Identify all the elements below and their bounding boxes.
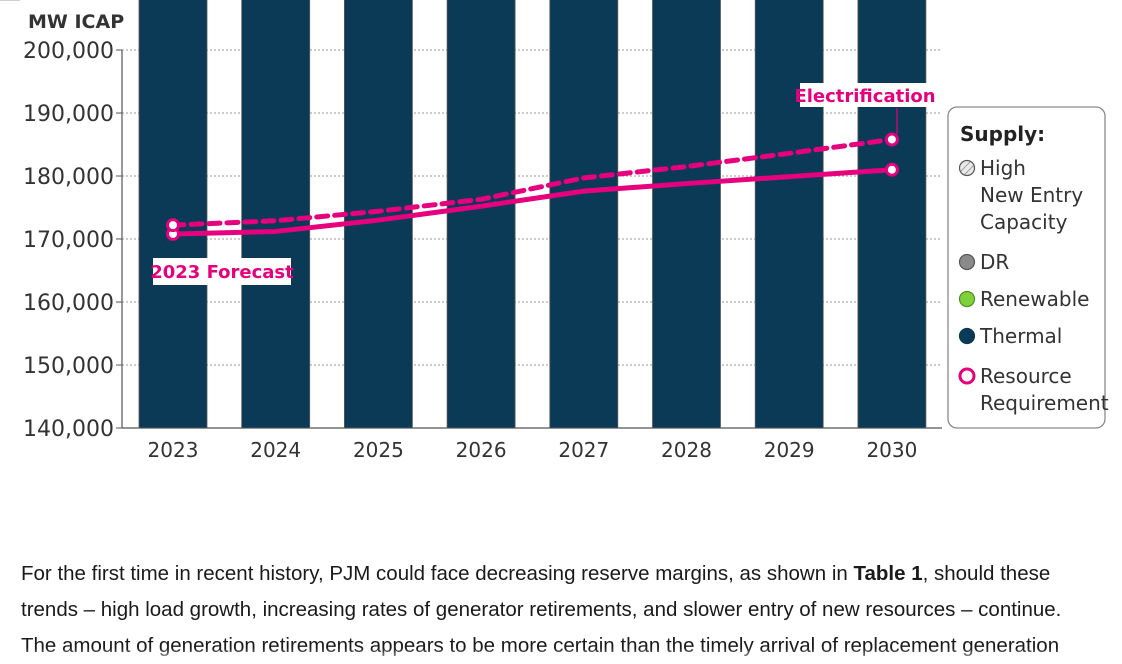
x-tick-label: 2023 — [148, 438, 199, 462]
y-tick-label: 180,000 — [23, 165, 114, 190]
y-tick-label: 170,000 — [23, 228, 114, 253]
thermal-bar-segment — [549, 0, 619, 429]
legend-label: Capacity — [980, 210, 1068, 234]
legend-label: New Entry — [980, 183, 1083, 207]
y-tick-label: 150,000 — [23, 354, 114, 379]
legend-label: Thermal — [979, 324, 1062, 348]
thermal-bar-segment — [754, 0, 824, 429]
forecast-endpoint-marker — [884, 162, 899, 177]
legend-swatch-thermal — [958, 327, 976, 345]
x-tick-label: 2027 — [558, 438, 609, 462]
x-tick-label: 2026 — [456, 438, 507, 462]
legend-swatch-resource-requirement — [958, 367, 976, 385]
electrification-endpoint-marker — [166, 218, 180, 233]
y-tick-label: 190,000 — [23, 102, 114, 127]
legend-label: Requirement — [980, 391, 1109, 415]
legend-swatch-dr — [958, 253, 976, 271]
electrification-endpoint-marker — [884, 132, 899, 147]
forecast-line — [170, 167, 895, 237]
thermal-bar-segment — [857, 0, 927, 429]
legend-title: Supply: — [960, 122, 1045, 146]
thermal-bar-segment — [138, 0, 208, 429]
thermal-bar-segment — [446, 0, 516, 429]
legend-label: Renewable — [980, 287, 1089, 311]
thermal-bar-segment — [652, 0, 721, 429]
paragraph-line-3: The amount of generation retirements app… — [21, 634, 1060, 657]
y-tick-label: 140,000 — [23, 417, 114, 442]
legend-swatch-high-new-entry — [958, 159, 976, 177]
forecast-label: 2023 Forecast — [150, 262, 294, 283]
x-tick-label: 2029 — [764, 438, 815, 462]
y-axis-title: MW ICAP — [28, 11, 124, 33]
table-reference: Table 1 — [853, 562, 923, 585]
electrification-line — [170, 136, 895, 228]
paragraph-line-1: For the first time in recent history, PJ… — [21, 556, 1116, 592]
x-tick-label: 2025 — [353, 438, 404, 462]
x-tick-label: 2030 — [866, 438, 917, 462]
x-tick-label: 2028 — [661, 438, 712, 462]
y-tick-label: 200,000 — [23, 39, 114, 64]
paragraph-text: , should these — [922, 562, 1051, 585]
legend-label: High — [980, 156, 1026, 180]
x-tick-label: 2024 — [250, 438, 301, 462]
electrification-label-background — [800, 83, 930, 107]
capacity-chart: MW ICAP 140,000 150,000 160,000 170,000 180,… — [23, 0, 1109, 462]
thermal-bar-segment — [241, 0, 311, 429]
body-paragraph: For the first time in recent history, PJ… — [21, 556, 1116, 664]
paragraph-line-2: trends – high load growth, increasing ra… — [21, 598, 1062, 621]
paragraph-text: For the first time in recent history, PJ… — [21, 562, 854, 585]
y-tick-label: 160,000 — [23, 291, 114, 316]
legend-label: Resource — [980, 364, 1072, 388]
legend-swatch-renewable — [958, 290, 976, 308]
legend-box — [947, 106, 1106, 429]
electrification-label: Electrification — [794, 86, 935, 107]
forecast-label-background — [153, 258, 291, 285]
legend-label: DR — [980, 250, 1009, 274]
